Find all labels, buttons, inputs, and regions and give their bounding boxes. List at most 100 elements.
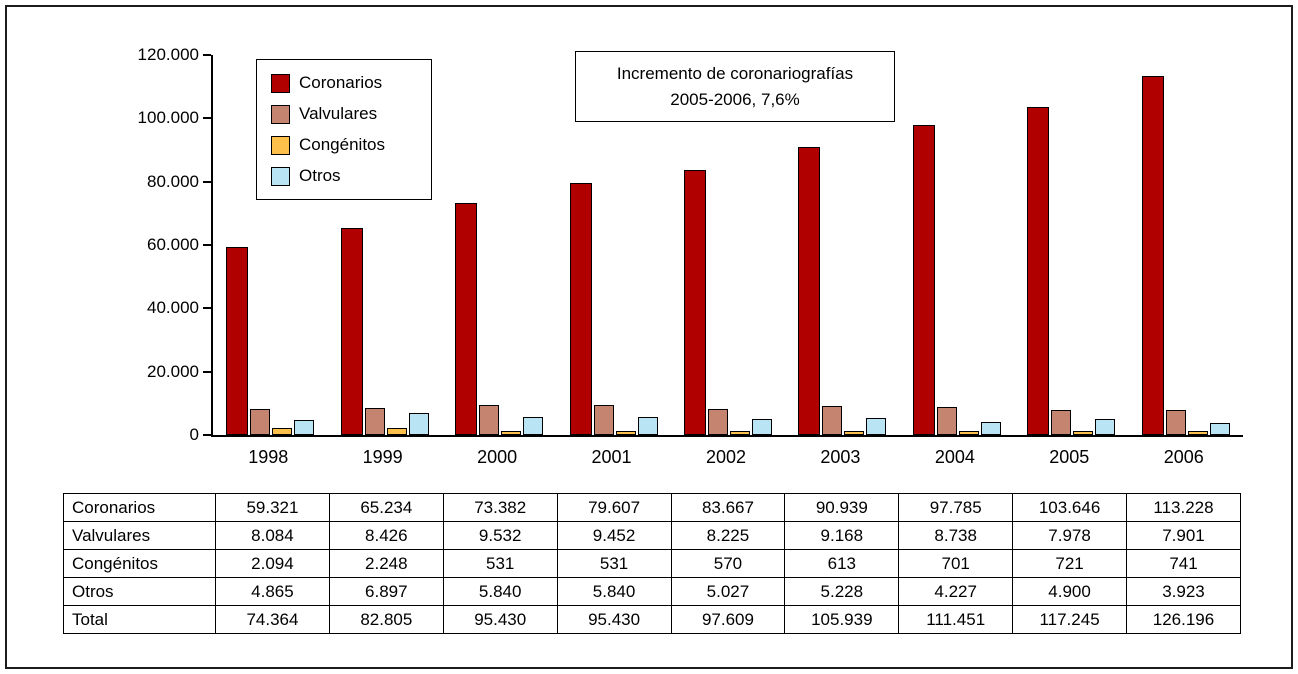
table-cell: 5.027 [670, 577, 786, 606]
table-cell: 8.225 [670, 521, 786, 550]
table-cell: 531 [442, 549, 558, 578]
table-cell: 82.805 [328, 605, 444, 634]
bar-otros-2006 [1209, 423, 1230, 435]
bar-valvulares-2006 [1165, 410, 1186, 435]
bar-valvulares-2005 [1051, 410, 1072, 435]
table-row-congénitos: Congénitos 2.094 2.248 531 531 570 613 701 721 74… [63, 549, 1241, 578]
table-cell: 4.900 [1012, 577, 1127, 606]
table-cell: 9.532 [442, 521, 558, 550]
bar-valvulares-2003 [822, 406, 843, 435]
bar-coronarios-2000 [455, 203, 478, 435]
table-cell: 7.978 [1012, 521, 1127, 550]
legend-label: Coronarios [299, 73, 383, 92]
legend-item-otros: Otros [271, 166, 417, 186]
bar-otros-2000 [523, 417, 544, 435]
table-cell: 613 [784, 549, 900, 578]
bar-otros-2005 [1095, 419, 1116, 435]
table-cell: 97.609 [670, 605, 786, 634]
y-axis-tick [203, 54, 211, 56]
bar-group-1999 [340, 228, 429, 435]
bar-coronarios-2004 [912, 125, 935, 435]
legend-swatch-coronarios [271, 73, 290, 93]
table-cell: 59.321 [215, 493, 330, 522]
table-cell: 113.228 [1126, 493, 1241, 522]
y-axis-tick [203, 307, 211, 310]
data-table: Coronarios 59.321 65.234 73.382 79.607 83.667… [63, 493, 1241, 634]
table-cell: 117.245 [1012, 605, 1127, 634]
bar-group-2001 [569, 183, 658, 435]
legend-item-congénitos: Congénitos [271, 135, 417, 155]
y-axis-labels: 0 20.000 40.000 60.000 80.000 100.000 120.000 [67, 45, 199, 444]
table-cell: 741 [1126, 549, 1241, 578]
table-cell: 103.646 [1012, 493, 1127, 522]
table-cell: 65.234 [328, 493, 444, 522]
table-row-otros: Otros 4.865 6.897 5.840 5.840 5.027 5.228 4.227… [63, 577, 1241, 606]
y-tick-label: 0 [189, 425, 199, 444]
table-cell: 105.939 [784, 605, 900, 634]
table-cell: 6.897 [328, 577, 444, 606]
table-row-label: Congénitos [63, 549, 216, 578]
bar-group-2006 [1141, 76, 1230, 435]
table-cell: 9.168 [784, 521, 900, 550]
bar-group-2002 [683, 170, 772, 435]
bar-otros-2001 [637, 417, 658, 435]
table-cell: 721 [1012, 549, 1127, 578]
table-cell: 3.923 [1126, 577, 1241, 606]
y-tick-label: 20.000 [147, 361, 199, 381]
table-cell: 8.084 [215, 521, 330, 550]
legend-swatch-valvulares [271, 104, 290, 124]
x-tick-label-1998: 1998 [248, 447, 289, 467]
table-row-label: Coronarios [63, 493, 216, 522]
legend-label: Congénitos [299, 135, 386, 154]
bar-series-area [213, 55, 1243, 435]
x-tick-label-1999: 1999 [362, 447, 403, 467]
table-cell: 126.196 [1126, 605, 1241, 634]
bar-congénitos-2002 [729, 431, 750, 435]
y-axis-tick [203, 370, 211, 373]
chart-legend: Coronarios Valvulares Congénitos Otros [256, 59, 432, 200]
bar-otros-1999 [408, 413, 429, 435]
y-tick-label: 80.000 [147, 171, 199, 191]
bar-congénitos-2006 [1187, 431, 1208, 435]
bar-valvulares-2000 [479, 405, 500, 435]
table-cell: 83.667 [670, 493, 786, 522]
bar-congénitos-1999 [386, 428, 407, 435]
bar-valvulares-2002 [707, 409, 728, 435]
bar-congénitos-2003 [844, 431, 865, 435]
legend-swatch-congénitos [271, 135, 290, 155]
x-axis-labels: 1998 1999 2000 2001 2002 2003 2004 2005 2006 [211, 447, 1241, 468]
legend-label: Valvulares [299, 104, 378, 123]
table-row-valvulares: Valvulares 8.084 8.426 9.532 9.452 8.225 9.168… [63, 521, 1241, 550]
table-cell: 2.094 [215, 549, 330, 578]
table-cell: 701 [898, 549, 1014, 578]
table-row-total: Total 74.364 82.805 95.430 95.430 97.609 105.9… [63, 605, 1241, 634]
bar-valvulares-2004 [936, 407, 957, 435]
legend-item-coronarios: Coronarios [271, 73, 417, 93]
table-cell: 73.382 [442, 493, 558, 522]
x-tick-label-2006: 2006 [1163, 447, 1204, 467]
table-row-coronarios: Coronarios 59.321 65.234 73.382 79.607 83.667… [63, 493, 1241, 522]
bar-group-2003 [798, 147, 887, 435]
bar-congénitos-2004 [958, 431, 979, 435]
bar-congénitos-2001 [615, 431, 636, 435]
bar-coronarios-2006 [1141, 76, 1164, 435]
figure-frame: 0 20.000 40.000 60.000 80.000 100.000 120.000 … [5, 5, 1293, 669]
x-tick-label-2000: 2000 [477, 447, 518, 467]
bar-group-2004 [912, 125, 1001, 435]
table-cell: 74.364 [215, 605, 330, 634]
bar-valvulares-1999 [364, 408, 385, 435]
bar-valvulares-1998 [250, 409, 271, 435]
y-tick-label: 40.000 [147, 298, 199, 318]
bar-coronarios-1998 [226, 247, 249, 435]
y-axis-tick [203, 244, 211, 246]
bar-otros-2004 [980, 422, 1001, 435]
x-tick-label-2002: 2002 [705, 447, 746, 467]
table-cell: 95.430 [556, 605, 672, 634]
table-row-label: Otros [63, 577, 216, 606]
annotation-line-2: 2005-2006, 7,6% [670, 89, 800, 109]
table-cell: 9.452 [556, 521, 672, 550]
y-tick-label: 120.000 [137, 45, 199, 64]
bar-coronarios-2005 [1027, 107, 1050, 435]
table-cell: 531 [556, 549, 672, 578]
table-cell: 8.738 [898, 521, 1014, 550]
